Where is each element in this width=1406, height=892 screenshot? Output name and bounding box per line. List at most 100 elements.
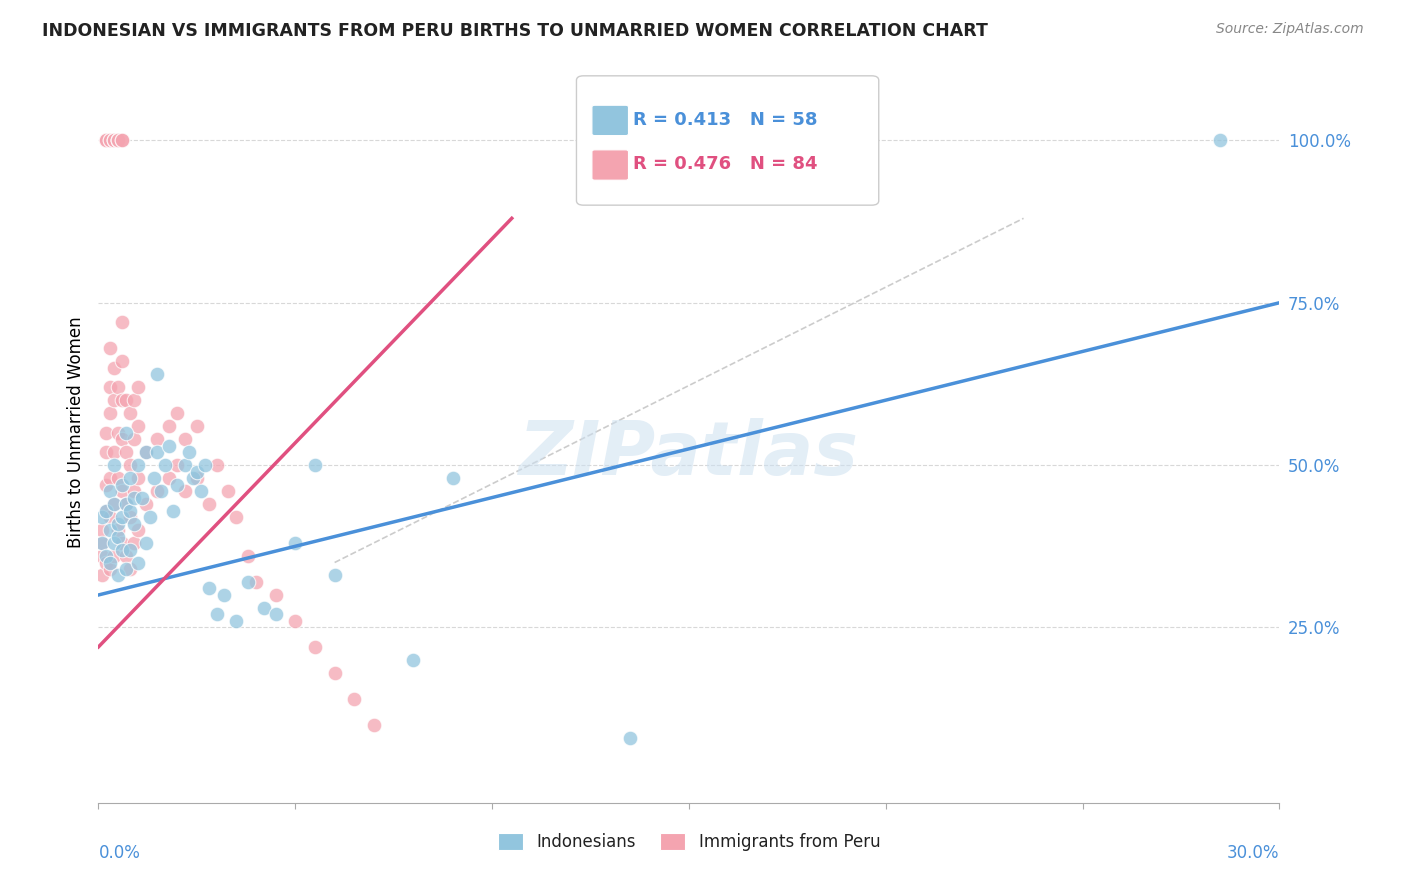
Point [107,133,129,147]
Point [103,445,125,459]
Point [111,354,134,368]
Point [115,425,138,440]
Point [186,471,208,485]
Point [127,523,149,537]
Point [146,484,169,499]
Point [174,432,197,446]
Point [304,458,326,472]
Point [107,133,129,147]
Point [177,445,200,459]
Point [98,133,121,147]
Point [91,536,114,550]
Text: INDONESIAN VS IMMIGRANTS FROM PERU BIRTHS TO UNMARRIED WOMEN CORRELATION CHART: INDONESIAN VS IMMIGRANTS FROM PERU BIRTH… [42,22,988,40]
Point [98,380,121,394]
Point [135,497,157,511]
Point [115,393,138,408]
Point [166,477,188,491]
Point [304,640,326,654]
Point [245,574,267,589]
Y-axis label: Births to Unmarried Women: Births to Unmarried Women [66,317,84,549]
Point [323,665,346,680]
Point [205,458,228,472]
Point [122,432,145,446]
Point [157,419,180,434]
Point [135,536,157,550]
Point [205,607,228,622]
Point [111,133,134,147]
Point [118,542,141,557]
Point [98,562,121,576]
Point [115,549,138,563]
Point [96,133,118,147]
Point [157,439,180,453]
Point [127,471,149,485]
Point [264,588,287,602]
Point [118,471,141,485]
Point [107,568,129,582]
Point [107,529,129,543]
Point [122,491,145,505]
Point [150,484,173,499]
Point [111,484,134,499]
Point [135,445,157,459]
Point [284,614,307,628]
Point [103,133,125,147]
Point [98,471,121,485]
Point [98,523,121,537]
Point [194,458,217,472]
Point [441,471,464,485]
Point [146,432,169,446]
Point [107,425,129,440]
Point [103,133,125,147]
Point [118,458,141,472]
Point [103,549,125,563]
Point [197,582,219,596]
Point [111,477,134,491]
Point [253,601,276,615]
Point [91,549,114,563]
Point [98,484,121,499]
Point [118,510,141,524]
Point [214,588,236,602]
Point [166,406,188,420]
Point [363,718,385,732]
Point [103,458,125,472]
Point [107,133,129,147]
Point [157,471,180,485]
Point [619,731,641,745]
Point [118,406,141,420]
Point [225,614,247,628]
Point [115,445,138,459]
Point [181,471,204,485]
Point [107,380,129,394]
Point [122,484,145,499]
Point [236,549,259,563]
Point [138,510,160,524]
Point [162,503,184,517]
Point [186,419,208,434]
Point [146,445,169,459]
Point [103,133,125,147]
Point [127,380,149,394]
Legend: Indonesians, Immigrants from Peru: Indonesians, Immigrants from Peru [491,826,887,857]
Point [131,491,153,505]
Point [197,497,219,511]
Text: 0.0%: 0.0% [98,844,141,862]
Point [190,484,212,499]
Point [96,503,118,517]
Point [96,477,118,491]
Point [98,133,121,147]
Text: ZIPatlas: ZIPatlas [519,418,859,491]
Point [111,510,134,524]
Point [103,497,125,511]
Point [91,510,114,524]
Point [91,523,114,537]
Text: R = 0.476   N = 84: R = 0.476 N = 84 [633,155,817,173]
Point [284,536,307,550]
Point [96,503,118,517]
Point [155,458,177,472]
Point [402,653,425,667]
Point [111,315,134,329]
Point [111,542,134,557]
Point [103,536,125,550]
